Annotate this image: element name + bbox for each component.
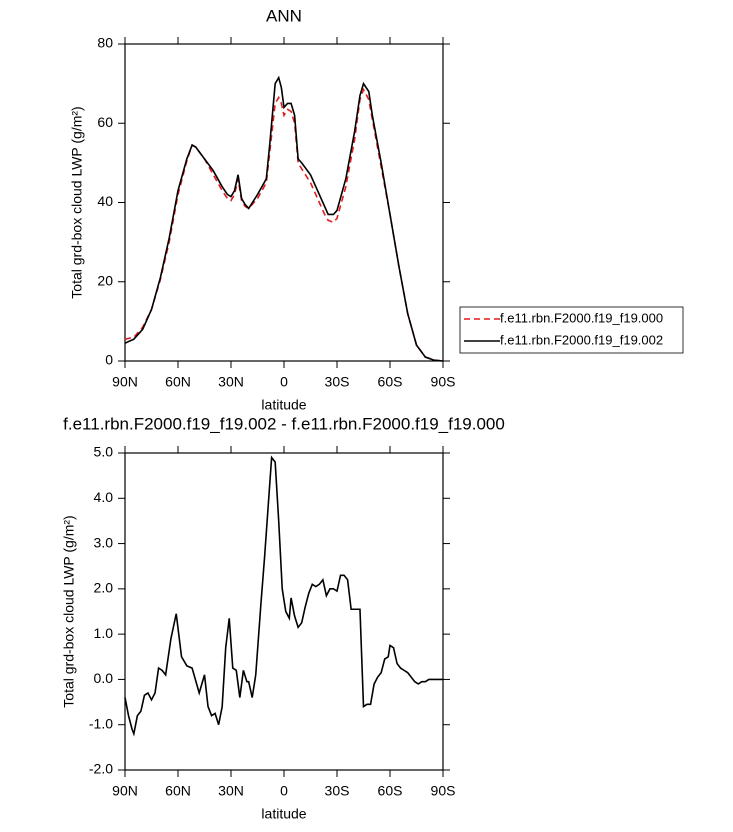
x-tick-label: 30N [218,783,244,799]
y-tick-label: 1.0 [94,625,114,641]
x-axis-label: latitude [261,806,306,822]
x-tick-label: 0 [280,374,288,390]
x-tick-label: 60S [378,783,403,799]
data-line [124,87,444,362]
x-tick-label: 30S [325,374,350,390]
legend-box [459,306,684,354]
y-axis-label: Total grd-box cloud LWP (g/m²) [61,515,77,707]
legend-label: f.e11.rbn.F2000.f19_f19.000 [500,310,663,325]
plot-frame [124,43,444,362]
x-tick-label: 30N [218,374,244,390]
x-tick-label: 90S [431,374,456,390]
x-tick-label: 60N [165,374,191,390]
y-tick-label: 0 [105,352,113,368]
chart-title: f.e11.rbn.F2000.f19_f19.002 - f.e11.rbn.… [63,414,505,433]
y-tick-label: 40 [97,193,113,209]
data-line [124,455,443,737]
x-tick-label: 90N [112,374,138,390]
x-tick-label: 0 [280,783,288,799]
y-tick-label: 3.0 [94,534,114,550]
x-tick-label: 60N [165,783,191,799]
y-tick-label: 0.0 [94,670,114,686]
y-tick-label: 4.0 [94,489,114,505]
x-tick-label: 90N [112,783,138,799]
y-tick-label: 2.0 [94,580,114,596]
y-tick-label: 20 [97,272,113,288]
x-tick-label: 60S [378,374,403,390]
y-axis-label: Total grd-box cloud LWP (g/m²) [69,106,85,298]
y-tick-label: -2.0 [89,761,113,777]
y-tick-label: 60 [97,114,113,130]
data-line [124,75,444,362]
y-tick-label: 80 [97,35,113,51]
plot-frame [124,452,444,771]
y-tick-label: -1.0 [89,715,113,731]
chart-title: ANN [266,6,302,25]
legend-label: f.e11.rbn.F2000.f19_f19.002 [500,332,663,347]
x-tick-label: 30S [325,783,350,799]
x-axis-label: latitude [261,397,306,413]
x-tick-label: 90S [431,783,456,799]
y-tick-label: 5.0 [94,444,114,460]
